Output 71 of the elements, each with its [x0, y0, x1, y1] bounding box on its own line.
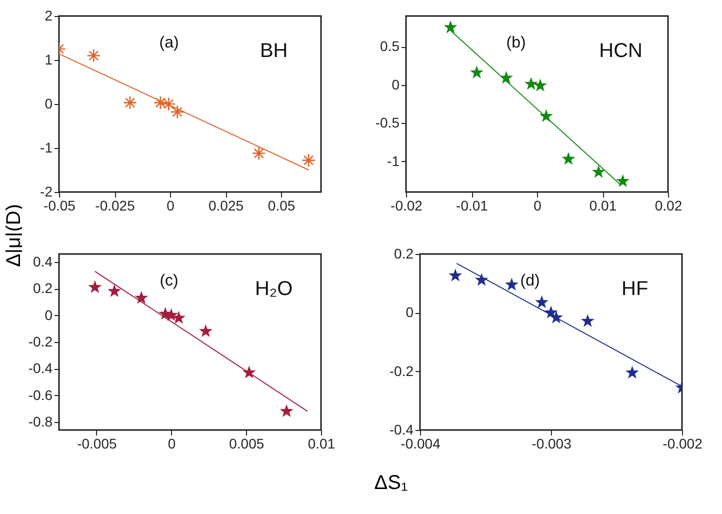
y-tick-label: 1	[44, 52, 53, 68]
x-tick-label: 0.01	[308, 436, 336, 452]
x-tick-label: 0.025	[208, 198, 244, 214]
point	[535, 295, 549, 308]
y-tick-label: -0.4	[28, 360, 53, 376]
y-tick-label: 0.5	[380, 38, 400, 54]
point	[123, 96, 138, 110]
x-tick-label: 0	[534, 198, 542, 214]
point	[198, 324, 212, 338]
y-tick-label: 0.2	[33, 280, 53, 296]
x-tick-label: 0.02	[654, 198, 682, 214]
x-tick-label: -0.05	[44, 198, 76, 214]
annotation: (b)	[506, 34, 526, 52]
y-tick-label: -0.2	[28, 334, 53, 350]
point	[108, 284, 122, 298]
y-tick-label: -0.6	[28, 386, 53, 403]
point	[504, 278, 518, 291]
y-tick-label: -0.8	[28, 414, 53, 430]
y-tick-label: 0	[44, 96, 53, 112]
x-tick-label: 0.05	[268, 198, 296, 214]
annotation: BH	[260, 40, 288, 62]
point	[562, 152, 576, 165]
point	[88, 280, 102, 294]
x-tick-label: -0.002	[662, 436, 703, 452]
x-axis-title: ΔS₁	[373, 472, 409, 495]
point	[86, 48, 101, 63]
annotation: (a)	[159, 34, 179, 52]
point	[444, 20, 458, 34]
x-tick-label: -0.004	[400, 436, 441, 452]
y-tick-label: -2	[40, 184, 53, 200]
point	[280, 404, 294, 418]
y-tick-label: 0.4	[33, 254, 53, 270]
point	[134, 290, 148, 304]
annotation: (d)	[520, 272, 540, 290]
x-tick-label: -0.003	[532, 436, 572, 452]
x-tick-label: 0	[168, 436, 176, 452]
x-tick-label: -0.02	[390, 198, 423, 214]
y-tick-label: -1	[387, 152, 400, 169]
x-tick-label: 0	[166, 198, 175, 214]
point	[172, 310, 186, 324]
point	[470, 66, 484, 78]
annotation: HF	[622, 278, 648, 300]
point	[448, 268, 462, 282]
point	[162, 97, 176, 111]
y-tick-label: -0.2	[389, 362, 414, 379]
y-tick-label: -0.4	[389, 422, 414, 438]
point	[616, 174, 630, 188]
point	[534, 78, 547, 92]
y-tick-label: 0	[44, 306, 53, 323]
x-tick-label: 0.005	[229, 436, 264, 452]
x-tick-label: 0.01	[589, 198, 617, 214]
y-tick-label: 0	[392, 76, 400, 92]
point	[252, 146, 266, 160]
y-tick-label: 0.2	[394, 246, 414, 262]
point	[302, 153, 316, 168]
point	[170, 104, 184, 119]
y-tick-label: 0	[406, 304, 414, 320]
point	[524, 77, 538, 90]
annotation: (c)	[160, 272, 178, 290]
point	[153, 96, 168, 110]
point	[625, 366, 639, 379]
x-tick-label: -0.025	[95, 198, 136, 214]
annotation: H₂O	[254, 278, 293, 300]
y-tick-label: -0.5	[375, 114, 400, 131]
y-tick-label: 2	[44, 8, 53, 24]
point	[580, 314, 594, 327]
x-tick-label: -0.01	[456, 198, 488, 214]
y-tick-label: -1	[40, 140, 53, 156]
annotation: HCN	[599, 40, 643, 62]
x-tick-label: -0.005	[77, 436, 117, 452]
point	[592, 165, 606, 178]
